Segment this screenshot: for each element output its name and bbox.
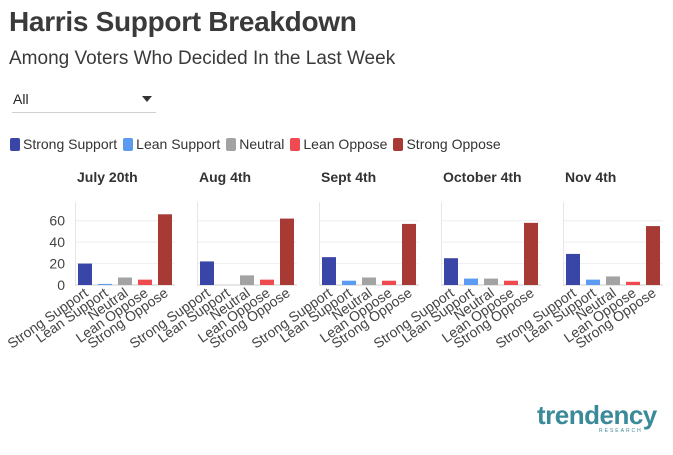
legend-swatch xyxy=(10,137,20,151)
panel-title: Sept 4th xyxy=(321,169,376,185)
legend-swatch xyxy=(393,137,404,151)
bar xyxy=(280,218,294,285)
y-tick-label: 20 xyxy=(49,256,65,272)
bar xyxy=(98,283,112,285)
legend-label: Lean Support xyxy=(136,136,221,152)
bar xyxy=(260,279,274,285)
y-tick-label: 40 xyxy=(49,234,65,250)
legend-swatch xyxy=(290,137,301,151)
bar xyxy=(566,253,580,285)
bar xyxy=(402,223,416,285)
chart-subtitle: Among Voters Who Decided In the Last Wee… xyxy=(9,48,396,69)
bar xyxy=(78,263,92,285)
legend-label: Lean Oppose xyxy=(303,136,388,152)
bar xyxy=(444,258,458,285)
bar xyxy=(138,279,152,285)
logo-subtext: RESEARCH xyxy=(599,428,643,434)
panel-title: Aug 4th xyxy=(199,169,251,185)
panel-title: October 4th xyxy=(443,169,522,185)
bar xyxy=(524,222,538,285)
bar xyxy=(504,280,518,285)
legend-label: Strong Support xyxy=(23,136,118,152)
bar xyxy=(342,280,356,285)
legend-item-lean-oppose[interactable]: Lean Oppose xyxy=(290,136,387,152)
legend-item-lean-support[interactable]: Lean Support xyxy=(123,136,220,152)
legend-swatch xyxy=(123,137,134,151)
chart-title: Harris Support Breakdown xyxy=(9,6,357,37)
chevron-down-icon xyxy=(142,96,152,102)
filter-selected-value: All xyxy=(13,91,29,107)
y-tick-label: 0 xyxy=(57,277,65,293)
bar xyxy=(118,277,132,285)
bar xyxy=(322,257,336,285)
legend-label: Strong Oppose xyxy=(406,136,501,152)
filter-dropdown[interactable]: All xyxy=(12,88,156,113)
legend-item-neutral[interactable]: Neutral xyxy=(226,136,284,152)
panel-title: Nov 4th xyxy=(565,169,616,185)
logo-wordmark: trendency xyxy=(537,400,657,430)
bar xyxy=(646,226,660,285)
bar xyxy=(362,277,376,285)
legend-label: Neutral xyxy=(239,136,285,152)
bar xyxy=(240,275,254,285)
bar xyxy=(158,214,172,285)
bar xyxy=(606,276,620,285)
bar xyxy=(382,280,396,285)
bar xyxy=(626,281,640,285)
chart-legend: Strong Support Lean Support Neutral Lean… xyxy=(10,136,507,152)
legend-item-strong-support[interactable]: Strong Support xyxy=(10,136,117,152)
bar xyxy=(464,278,478,285)
legend-swatch xyxy=(226,137,237,151)
bar xyxy=(200,261,214,285)
panel-title: July 20th xyxy=(77,169,138,185)
brand-logo: trendency RESEARCH xyxy=(537,400,667,440)
legend-item-strong-oppose[interactable]: Strong Oppose xyxy=(393,136,501,152)
bar xyxy=(586,279,600,285)
bar xyxy=(484,278,498,285)
y-tick-label: 60 xyxy=(49,213,65,229)
